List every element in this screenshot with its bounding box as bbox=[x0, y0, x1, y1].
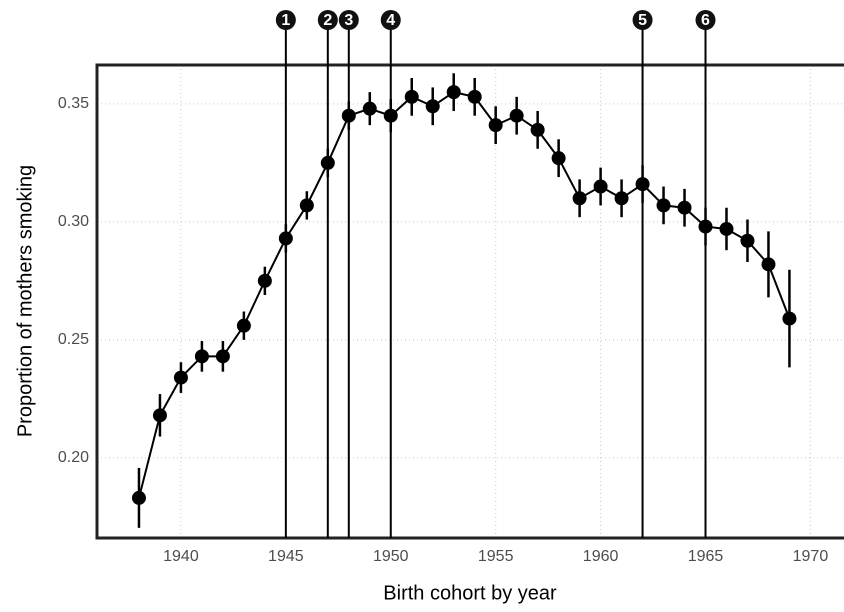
data-point bbox=[572, 191, 587, 206]
data-point bbox=[677, 200, 692, 215]
annotation-label: 4 bbox=[386, 12, 395, 29]
data-point bbox=[614, 191, 629, 206]
data-point bbox=[761, 257, 776, 272]
data-point bbox=[446, 85, 461, 100]
data-point bbox=[425, 99, 440, 114]
data-point bbox=[320, 155, 335, 170]
data-point bbox=[341, 108, 356, 123]
y-tick-label: 0.30 bbox=[58, 213, 89, 230]
data-point bbox=[467, 89, 482, 104]
annotation-label: 5 bbox=[638, 12, 647, 29]
annotation-label: 1 bbox=[281, 12, 290, 29]
x-axis-title: Birth cohort by year bbox=[383, 582, 557, 604]
y-tick-label: 0.20 bbox=[58, 449, 89, 466]
data-point bbox=[362, 101, 377, 116]
data-point bbox=[635, 177, 650, 192]
data-point bbox=[278, 231, 293, 246]
panel-border bbox=[95, 63, 844, 540]
data-point bbox=[656, 198, 671, 213]
annotation-label: 3 bbox=[344, 12, 353, 29]
annotation-badge bbox=[632, 10, 653, 30]
x-tick-label: 1960 bbox=[583, 548, 619, 565]
series-line bbox=[137, 91, 791, 499]
annotation-badge bbox=[380, 10, 401, 30]
data-point bbox=[782, 311, 797, 326]
annotation-badge bbox=[317, 10, 338, 30]
data-point bbox=[383, 108, 398, 123]
annotation-label: 6 bbox=[701, 12, 710, 29]
data-point bbox=[698, 219, 713, 234]
x-tick-label: 1950 bbox=[373, 548, 409, 565]
y-tick-label: 0.25 bbox=[58, 331, 89, 348]
annotation-badge bbox=[275, 10, 296, 30]
annotation-badge bbox=[695, 10, 716, 30]
data-point bbox=[152, 408, 167, 423]
data-point bbox=[257, 273, 272, 288]
x-tick-label: 1965 bbox=[688, 548, 724, 565]
data-point bbox=[593, 179, 608, 194]
data-point bbox=[173, 370, 188, 385]
data-point bbox=[740, 233, 755, 248]
annotation-label: 2 bbox=[323, 12, 332, 29]
data-point bbox=[194, 349, 209, 364]
data-point bbox=[404, 89, 419, 104]
annotation-badge bbox=[338, 10, 359, 30]
data-point bbox=[530, 122, 545, 137]
data-point bbox=[215, 349, 230, 364]
data-point bbox=[509, 108, 524, 123]
y-axis-title: Proportion of mothers smoking bbox=[14, 165, 36, 437]
data-point bbox=[131, 490, 146, 505]
data-point bbox=[551, 151, 566, 166]
data-point bbox=[488, 118, 503, 133]
data-point bbox=[299, 198, 314, 213]
x-tick-label: 1970 bbox=[793, 548, 829, 565]
data-point bbox=[236, 318, 251, 333]
x-tick-label: 1945 bbox=[268, 548, 304, 565]
data-point bbox=[719, 221, 734, 236]
x-tick-label: 1955 bbox=[478, 548, 514, 565]
y-tick-label: 0.35 bbox=[58, 95, 89, 112]
x-tick-label: 1940 bbox=[163, 548, 199, 565]
